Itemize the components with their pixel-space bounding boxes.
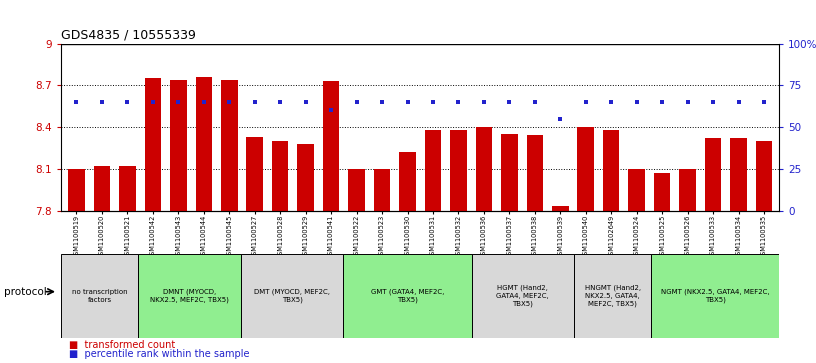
Bar (476, 127, 492, 211)
Point (273, 99, 286, 105)
Bar (297, 144, 314, 211)
Point (223, 99, 236, 105)
Text: protocol: protocol (4, 287, 47, 297)
Bar (399, 152, 416, 211)
Bar (94, 166, 110, 211)
Bar (603, 130, 619, 211)
Bar (196, 77, 212, 211)
Bar (246, 137, 263, 211)
Point (528, 99, 541, 105)
Text: ■  transformed count: ■ transformed count (69, 340, 175, 350)
Bar (272, 141, 289, 211)
Point (554, 116, 567, 122)
Bar (348, 169, 365, 211)
Point (401, 99, 414, 105)
Point (427, 99, 440, 105)
Text: ■  percentile rank within the sample: ■ percentile rank within the sample (69, 349, 250, 359)
Bar (138, 254, 241, 338)
Bar (450, 130, 467, 211)
Text: HNGMT (Hand2,
NKX2.5, GATA4,
MEF2C, TBX5): HNGMT (Hand2, NKX2.5, GATA4, MEF2C, TBX5… (584, 285, 641, 307)
Bar (730, 138, 747, 211)
Bar (501, 134, 517, 211)
Bar (323, 81, 339, 211)
Point (70, 99, 83, 105)
Bar (472, 254, 574, 338)
Point (95, 99, 109, 105)
Bar (170, 80, 187, 211)
Point (299, 99, 313, 105)
Text: NGMT (NKX2.5, GATA4, MEF2C,
TBX5): NGMT (NKX2.5, GATA4, MEF2C, TBX5) (661, 289, 769, 303)
Bar (69, 169, 85, 211)
Bar (578, 127, 594, 211)
Point (630, 99, 643, 105)
Text: HGMT (Hand2,
GATA4, MEF2C,
TBX5): HGMT (Hand2, GATA4, MEF2C, TBX5) (496, 285, 549, 307)
Point (248, 99, 261, 105)
Bar (552, 206, 569, 211)
Text: DMT (MYOCD, MEF2C,
TBX5): DMT (MYOCD, MEF2C, TBX5) (254, 289, 330, 303)
Bar (526, 135, 543, 211)
Point (121, 99, 134, 105)
Point (452, 99, 465, 105)
Point (503, 99, 516, 105)
Bar (628, 169, 645, 211)
Point (197, 99, 211, 105)
Point (605, 99, 618, 105)
Point (172, 99, 185, 105)
Text: no transcription
factors: no transcription factors (72, 289, 127, 303)
Bar (119, 166, 135, 211)
Point (350, 99, 363, 105)
Bar (424, 130, 441, 211)
Point (655, 99, 668, 105)
Text: DMNT (MYOCD,
NKX2.5, MEF2C, TBX5): DMNT (MYOCD, NKX2.5, MEF2C, TBX5) (150, 289, 228, 303)
Bar (651, 254, 779, 338)
Point (757, 99, 770, 105)
Point (477, 99, 490, 105)
Point (732, 99, 745, 105)
Bar (144, 78, 161, 211)
Bar (756, 141, 772, 211)
Text: GDS4835 / 10555339: GDS4835 / 10555339 (61, 28, 196, 41)
Text: GMT (GATA4, MEF2C,
TBX5): GMT (GATA4, MEF2C, TBX5) (370, 289, 444, 303)
Point (146, 99, 159, 105)
Point (681, 99, 694, 105)
Bar (61, 254, 138, 338)
Bar (574, 254, 651, 338)
Point (375, 99, 388, 105)
Bar (241, 254, 344, 338)
Point (325, 107, 338, 113)
Bar (705, 138, 721, 211)
Bar (374, 169, 390, 211)
Bar (680, 169, 696, 211)
Point (579, 99, 592, 105)
Bar (654, 173, 671, 211)
Point (707, 99, 720, 105)
Bar (344, 254, 472, 338)
Bar (221, 80, 237, 211)
